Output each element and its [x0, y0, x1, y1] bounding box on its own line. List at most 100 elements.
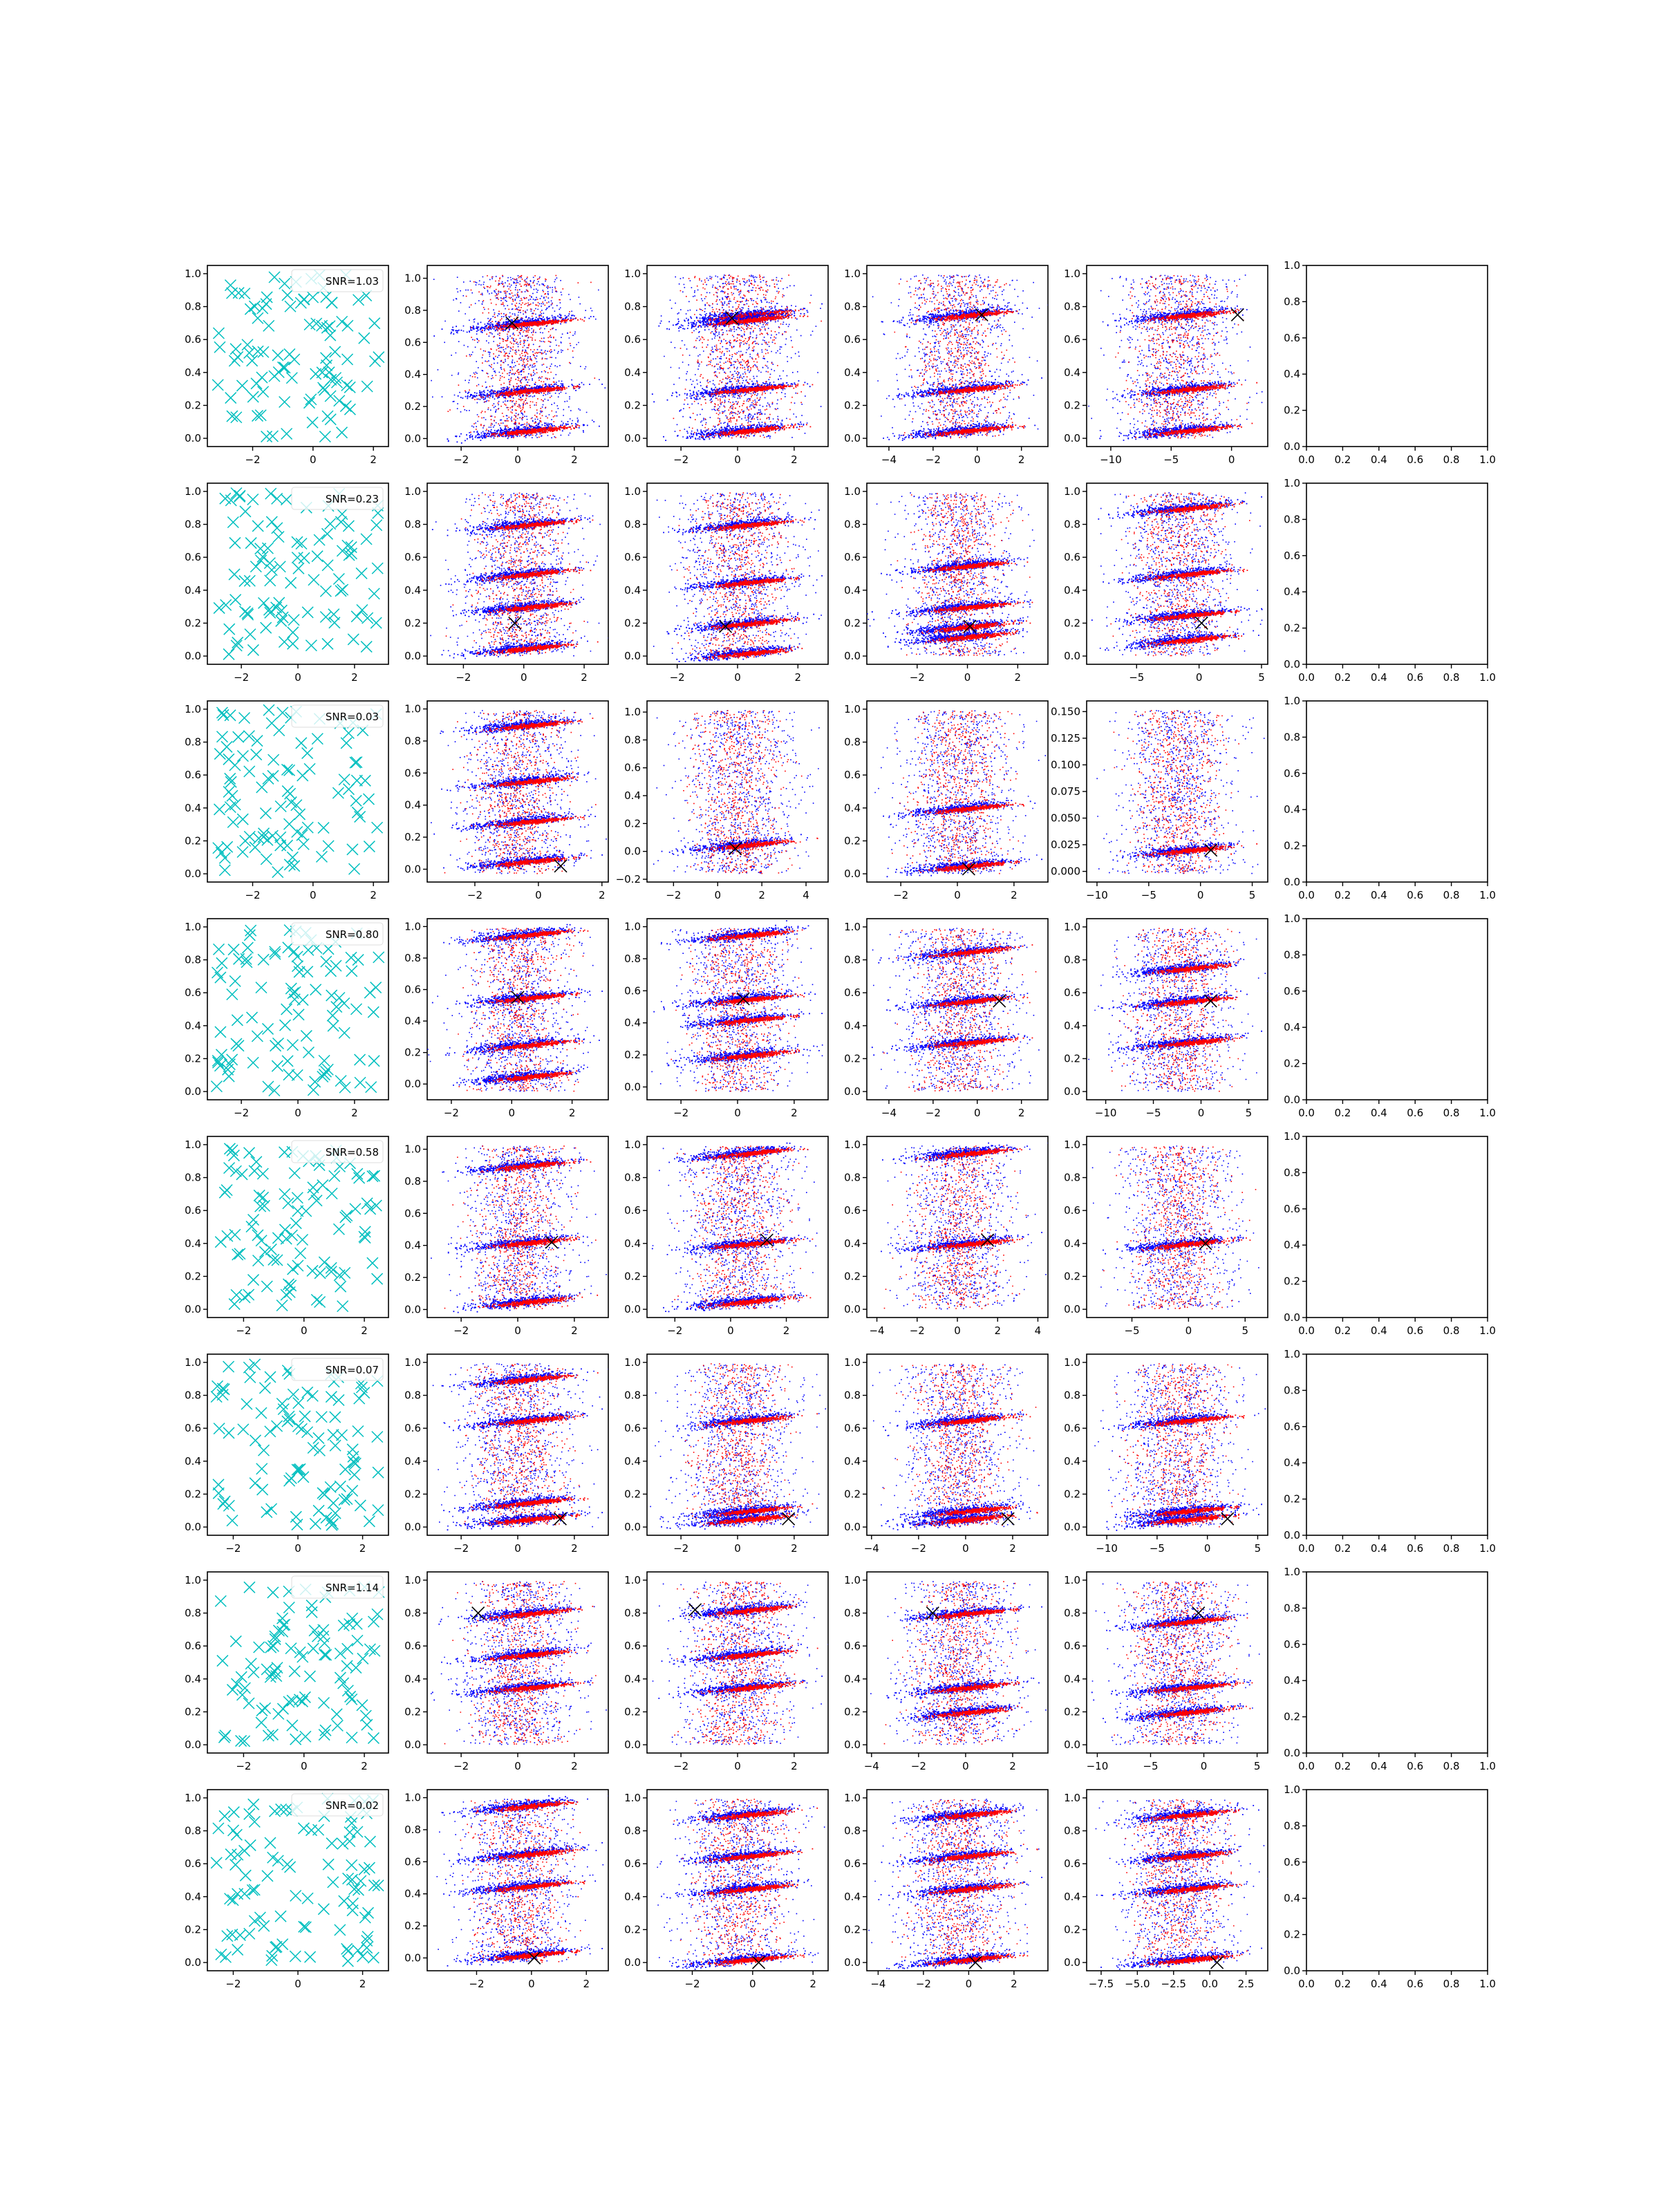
x-marker — [351, 806, 364, 818]
y-tick-label: 0.8 — [185, 1607, 201, 1620]
x-marker — [238, 1291, 251, 1304]
points — [653, 710, 820, 874]
x-marker — [290, 1889, 302, 1902]
x-marker — [350, 610, 363, 623]
y-tick-label: 0.0 — [624, 432, 641, 444]
x-marker — [338, 1494, 350, 1506]
x-marker — [337, 583, 349, 596]
x-marker — [350, 1003, 363, 1015]
y-tick-label: 0.8 — [844, 1825, 861, 1837]
axes-frame — [646, 265, 829, 447]
red-scatter — [444, 710, 597, 874]
red-band — [910, 802, 1024, 817]
x-marker — [292, 1420, 304, 1433]
x-marker — [327, 1429, 339, 1441]
x-marker — [221, 1230, 234, 1242]
red-band — [692, 1147, 809, 1162]
x-marker — [210, 1080, 223, 1093]
y-tick-label: 0.0 — [1064, 1521, 1080, 1533]
y-tick-label: 0.2 — [1284, 1711, 1300, 1723]
x-tick-label: 0 — [734, 453, 741, 466]
x-marker — [247, 391, 259, 403]
y-tick-label: 1.0 — [1284, 477, 1300, 489]
x-marker — [301, 606, 314, 619]
x-marker — [249, 1358, 261, 1371]
x-marker — [214, 971, 227, 984]
subplot-r5-c4: −4 −2 0 2 4 0.0 0.2 0.4 0.6 0.8 1.0 — [844, 1136, 1049, 1337]
subplot-r5-c6-empty: 0.0 0.2 0.4 0.6 0.8 1.0 0.0 0.2 0.4 0.6 0.8 1.0 — [1284, 1130, 1496, 1337]
axes-frame — [646, 1136, 829, 1318]
x-tick-label: 2 — [1015, 671, 1022, 684]
x-marker — [262, 1730, 274, 1742]
x-tick-label: −5.0 — [1125, 1978, 1150, 1990]
x-marker — [260, 853, 272, 865]
red-scatter — [444, 1581, 597, 1745]
points — [430, 492, 608, 659]
y-tick-label: 1.0 — [1064, 1792, 1080, 1804]
x-marker — [241, 607, 254, 619]
y-tick-label: 0.2 — [404, 1488, 421, 1500]
y-tick-label: 0.000 — [1051, 865, 1080, 878]
x-marker — [324, 329, 337, 341]
x-marker — [334, 1647, 346, 1660]
red-band — [480, 1159, 592, 1173]
x-marker — [297, 769, 309, 782]
x-marker — [300, 1205, 312, 1217]
x-marker — [230, 1678, 243, 1690]
x-tick-label: −4 — [869, 1324, 884, 1337]
x-marker — [346, 1612, 359, 1624]
x-marker — [321, 527, 333, 540]
x-tick-label: 0 — [734, 1542, 741, 1555]
x-marker — [326, 1009, 339, 1022]
x-marker — [341, 1642, 354, 1655]
x-marker — [214, 748, 226, 760]
subplot-r6-c6-empty: 0.0 0.2 0.4 0.6 0.8 1.0 0.0 0.2 0.4 0.6 0.8 1.0 — [1284, 1348, 1496, 1555]
y-tick-label: 1.0 — [624, 268, 641, 280]
x-marker — [229, 1859, 242, 1871]
points — [214, 1143, 384, 1313]
x-marker — [212, 1822, 225, 1835]
red-scatter — [883, 1145, 1027, 1309]
x-marker — [341, 1685, 354, 1697]
x-tick-label: 0 — [514, 1542, 521, 1555]
x-marker — [373, 351, 385, 364]
x-marker — [327, 1020, 339, 1032]
y-tick-label: 0.8 — [1064, 1825, 1080, 1837]
x-marker — [358, 1230, 371, 1243]
blue-band — [882, 1142, 1048, 1165]
x-marker — [326, 297, 338, 309]
y-tick-label: 0.2 — [185, 1488, 201, 1500]
y-tick-label: 0.8 — [844, 518, 861, 531]
x-marker — [269, 948, 281, 960]
x-tick-label: −4 — [864, 1542, 879, 1555]
x-marker — [265, 1954, 278, 1967]
x-marker — [230, 1038, 243, 1050]
blue-band — [886, 986, 1029, 1012]
points — [213, 487, 384, 660]
x-marker — [228, 568, 241, 581]
y-tick-label: 0.4 — [1284, 1021, 1300, 1033]
x-marker — [267, 1586, 279, 1599]
x-marker — [338, 1895, 350, 1907]
x-marker — [254, 543, 267, 555]
red-scatter — [454, 1364, 580, 1528]
x-marker — [236, 750, 249, 762]
x-marker — [348, 863, 361, 875]
x-tick-label: 5 — [1241, 1324, 1248, 1337]
x-marker — [283, 1474, 296, 1487]
x-marker — [276, 1398, 288, 1410]
subplot-r7-c5: −10 −5 0 5 0.0 0.2 0.4 0.6 0.8 1.0 — [1064, 1571, 1268, 1772]
y-tick-label: 0.6 — [185, 1857, 201, 1870]
x-marker — [318, 1729, 330, 1741]
red-band — [488, 601, 578, 615]
x-marker — [341, 319, 354, 332]
blue-band — [1091, 604, 1262, 627]
y-tick-label: 0.0 — [185, 1521, 201, 1533]
y-tick-label: 0.6 — [1284, 767, 1300, 780]
red-band — [479, 775, 579, 789]
x-marker — [256, 1704, 268, 1716]
red-band — [701, 1294, 812, 1310]
x-marker — [251, 410, 264, 422]
x-tick-label: 2 — [758, 889, 765, 901]
y-tick-label: 0.8 — [844, 1389, 861, 1402]
